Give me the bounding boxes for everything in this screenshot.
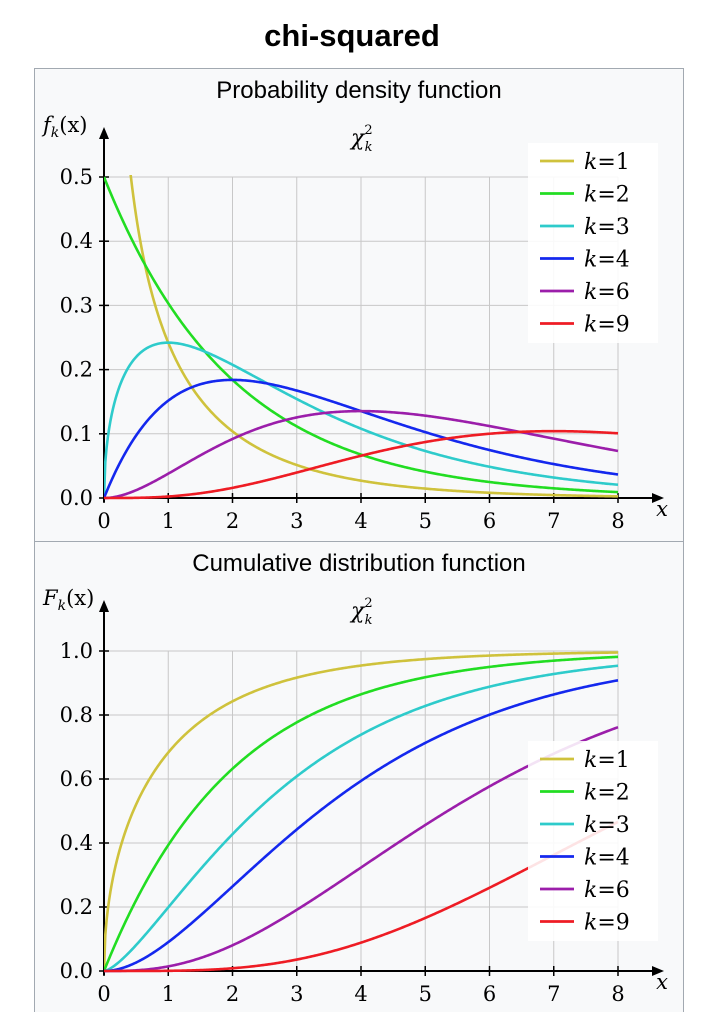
- cdf-legend-label: k=3: [584, 813, 630, 838]
- pdf-y-tick-label: 0.2: [60, 358, 93, 382]
- cdf-series-k4-line: [104, 679, 619, 973]
- cdf-x-axis-arrow: [652, 966, 664, 976]
- cdf-x-tick-label: 5: [419, 982, 432, 1006]
- pdf-x-tick-label: 0: [97, 509, 110, 533]
- figure-title: chi-squared: [264, 18, 440, 53]
- cdf-x-tick-label: 1: [162, 982, 175, 1006]
- cdf-legend-box: [528, 741, 658, 941]
- pdf-legend-label: k=6: [584, 280, 630, 305]
- pdf-x-tick-label: 7: [547, 509, 560, 533]
- pdf-legend-label: k=3: [584, 215, 630, 240]
- cdf-x-tick-label: 2: [226, 982, 239, 1006]
- pdf-chart: 0 1 2 3 4 5 6 7 8 0.0 0.1 0.2 0.3 0.4 0.5 x fk(x) χ2 k k=1 k…: [41, 113, 668, 533]
- cdf-legend-label: k=2: [584, 781, 630, 806]
- pdf-series-k1-line: [129, 175, 619, 498]
- pdf-series-k9-line: [104, 429, 619, 500]
- pdf-y-axis-arrow: [99, 127, 109, 139]
- pdf-x-tick-label: 1: [162, 509, 175, 533]
- pdf-legend-label: k=4: [584, 248, 630, 273]
- pdf-y-tick-label: 0.0: [60, 486, 93, 510]
- cdf-x-tick-label: 3: [290, 982, 303, 1006]
- pdf-legend-box: [528, 143, 658, 343]
- pdf-x-tick-label: 4: [354, 509, 367, 533]
- pdf-legend-label: k=9: [584, 313, 630, 338]
- pdf-y-axis-label: fk(x): [41, 113, 88, 141]
- pdf-series-k6-line: [104, 409, 619, 500]
- pdf-y-tick-label: 0.5: [60, 165, 93, 189]
- pdf-x-axis-label: x: [656, 497, 668, 521]
- pdf-y-tick-label: 0.4: [60, 229, 93, 253]
- cdf-x-tick-label: 4: [354, 982, 367, 1006]
- cdf-legend-label: k=1: [584, 748, 630, 773]
- cdf-legend-label: k=4: [584, 846, 630, 871]
- pdf-y-tick-label: 0.3: [60, 293, 93, 317]
- cdf-x-tick-label: 0: [97, 982, 110, 1006]
- pdf-x-tick-label: 5: [419, 509, 432, 533]
- pdf-x-axis-arrow: [652, 493, 664, 503]
- cdf-series-k1-line: [104, 651, 619, 972]
- pdf-chart-subtitle: χ2 k: [349, 123, 373, 155]
- pdf-chart-title: Probability density function: [216, 77, 502, 104]
- cdf-legend-label: k=6: [584, 878, 630, 903]
- cdf-x-tick-label: 7: [547, 982, 560, 1006]
- cdf-x-axis-label: x: [656, 970, 668, 994]
- cdf-y-axis-label: Fk(x): [42, 586, 94, 614]
- pdf-plot-area: [104, 175, 619, 500]
- pdf-panel: Probability density function 0 1 2 3 4 5 6 7 8 0.…: [34, 68, 684, 542]
- cdf-series-k2-line: [104, 655, 619, 972]
- pdf-legend-label: k=2: [584, 183, 630, 208]
- cdf-y-tick-label: 0.6: [60, 767, 93, 791]
- cdf-legend-label: k=9: [584, 911, 630, 936]
- cdf-chart-subtitle: χ2 k: [349, 596, 373, 628]
- cdf-x-tick-label: 8: [611, 982, 624, 1006]
- cdf-chart-title: Cumulative distribution function: [192, 550, 526, 577]
- cdf-y-tick-label: 0.8: [60, 703, 93, 727]
- cdf-y-tick-label: 0.2: [60, 895, 93, 919]
- cdf-x-tick-label: 6: [483, 982, 496, 1006]
- cdf-y-tick-label: 0.0: [60, 959, 93, 983]
- cdf-panel: Cumulative distribution function 0 1 2 3 4 5 6…: [34, 541, 684, 1012]
- pdf-x-tick-label: 8: [611, 509, 624, 533]
- cdf-y-tick-label: 0.4: [60, 831, 93, 855]
- cdf-y-axis-arrow: [99, 600, 109, 612]
- pdf-y-tick-label: 0.1: [60, 422, 93, 446]
- cdf-y-tick-label: 1.0: [60, 639, 93, 663]
- pdf-x-tick-label: 2: [226, 509, 239, 533]
- cdf-series-k3-line: [104, 664, 619, 973]
- cdf-chart: 0 1 2 3 4 5 6 7 8 0.0 0.2 0.4 0.6 0.8 1.0 x Fk(x) χ2 k k=1 k…: [42, 586, 668, 1006]
- pdf-x-tick-label: 6: [483, 509, 496, 533]
- pdf-x-tick-label: 3: [290, 509, 303, 533]
- pdf-series-k3-line: [104, 341, 619, 499]
- pdf-legend-label: k=1: [584, 150, 630, 175]
